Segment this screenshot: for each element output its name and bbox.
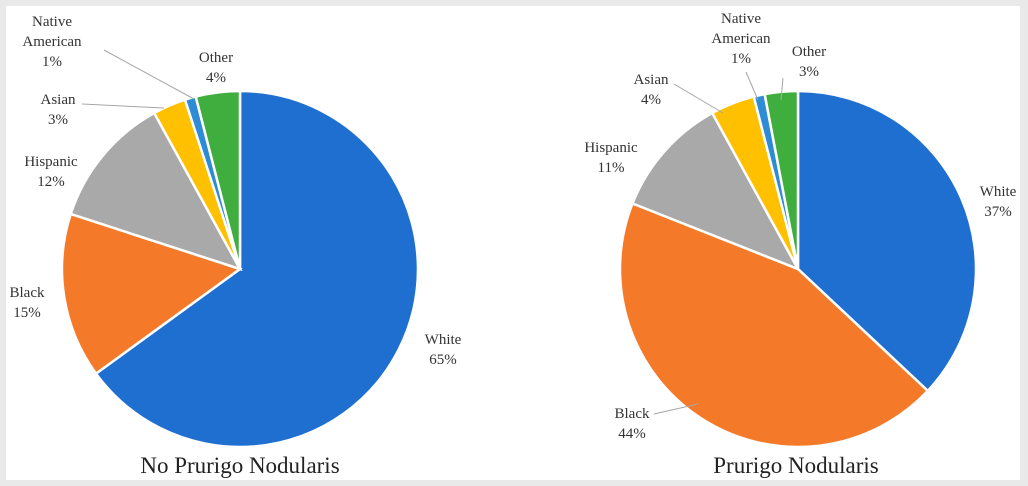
category-label-white: White [425, 332, 462, 348]
percent-label-black: 44% [618, 426, 646, 442]
chart-title-no-prurigo-nodularis: No Prurigo Nodularis [140, 453, 339, 478]
category-label-native-american: Native [32, 14, 72, 30]
percent-label-native-american: 1% [42, 54, 62, 70]
category-label-native-american: Native [721, 11, 761, 27]
category-label-hispanic: Hispanic [24, 154, 78, 170]
leader-line-black [653, 403, 699, 415]
percent-label-white: 37% [984, 204, 1012, 220]
percent-label-black: 15% [13, 305, 41, 321]
leader-line-native-american [103, 49, 195, 100]
percent-label-hispanic: 11% [598, 160, 625, 176]
pie-chart-no-prurigo-nodularis: White 65% Black 15% Hispanic 12% Asian 3% Native… [10, 14, 462, 449]
percent-label-asian: 4% [641, 92, 661, 108]
chart-title-prurigo-nodularis: Prurigo Nodularis [713, 453, 879, 478]
percent-label-asian: 3% [48, 112, 68, 128]
leader-line-asian [673, 83, 724, 114]
pie-chart-prurigo-nodularis: White 37% Black 44% Hispanic 11% Asian 4% Native… [584, 11, 1017, 449]
category-label-hispanic: Hispanic [584, 140, 638, 156]
percent-label-hispanic: 12% [37, 174, 65, 190]
percent-label-other: 4% [206, 70, 226, 86]
leader-line-asian [81, 103, 165, 109]
pie-charts: White 65% Black 15% Hispanic 12% Asian 3% Native… [10, 11, 1017, 478]
pie-slice-white [796, 89, 978, 393]
category-label-white: White [980, 184, 1017, 200]
category-label-other: Other [792, 44, 826, 60]
leader-line-native-american [745, 71, 759, 101]
figure-panel: White 65% Black 15% Hispanic 12% Asian 3% Native… [6, 6, 1020, 480]
pie-slice-hispanic [630, 111, 801, 272]
category-label-black: Black [615, 406, 650, 422]
pie-slice-black [60, 212, 243, 376]
pie-slice-white [94, 89, 420, 449]
category-label-asian: Asian [41, 92, 76, 108]
category-label-native-american: American [711, 31, 771, 47]
category-label-asian: Asian [634, 72, 669, 88]
pie-slice-other [194, 89, 242, 270]
percent-label-other: 3% [799, 64, 819, 80]
category-label-other: Other [199, 50, 233, 66]
pie-slice-black [618, 201, 930, 449]
percent-label-white: 65% [429, 352, 457, 368]
percent-label-native-american: 1% [731, 51, 751, 67]
category-label-black: Black [10, 285, 45, 301]
pie-slice-hispanic [69, 111, 243, 272]
leader-line-other [780, 77, 784, 101]
category-label-native-american: American [22, 34, 82, 50]
